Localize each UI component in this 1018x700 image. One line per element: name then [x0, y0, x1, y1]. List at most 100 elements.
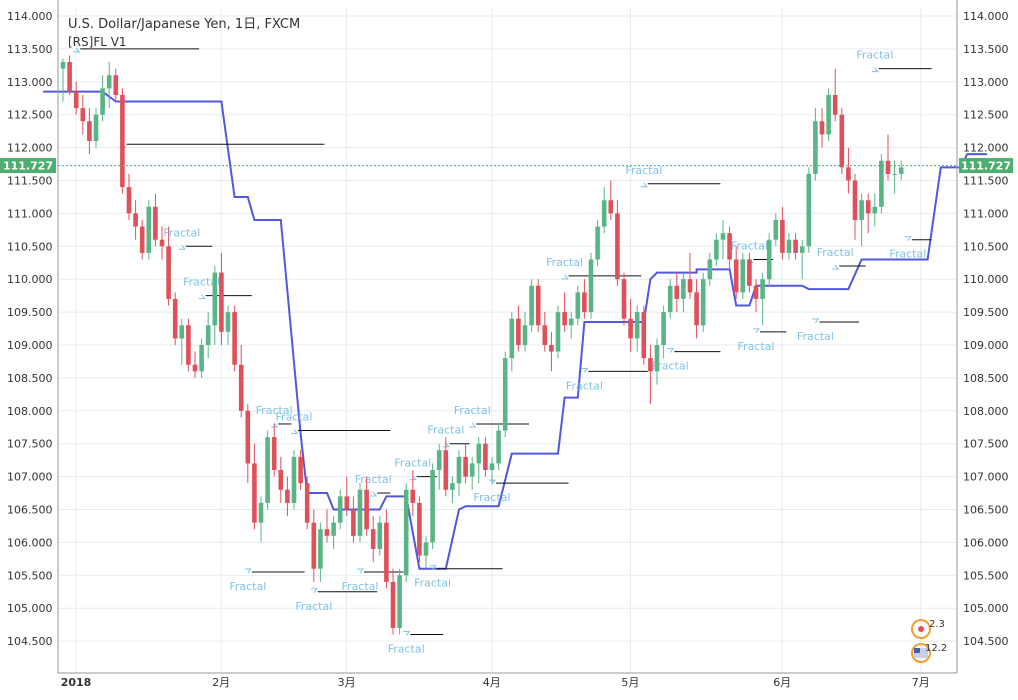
candle-body	[667, 285, 673, 313]
y-tick-label-left: 105.000	[7, 602, 53, 615]
candle-body	[674, 285, 680, 299]
candle-body	[641, 312, 647, 359]
candle-body	[568, 318, 574, 326]
y-tick-label-right: 109.500	[963, 306, 1009, 319]
fractal-arrow-icon	[753, 328, 760, 334]
candle-body	[417, 502, 422, 556]
candle-body	[806, 173, 812, 247]
axes: 114.000 114.000 113.500 113.500 113.000 113.0…	[7, 0, 1009, 689]
candle-body	[839, 114, 845, 168]
candle-body	[73, 91, 79, 109]
indicator-name[interactable]: [RS]FL V1	[68, 35, 127, 49]
candle-body	[733, 259, 739, 293]
candle-body	[60, 62, 66, 69]
candle-body	[780, 219, 785, 253]
candle-body	[252, 463, 257, 523]
candle-body	[575, 292, 581, 319]
candle-body	[265, 437, 270, 503]
candle-body	[146, 206, 152, 253]
candle-body	[166, 246, 171, 299]
y-tick-label-right: 105.000	[963, 602, 1009, 615]
fractal-arrow-icon	[357, 568, 364, 574]
x-tick-label: 3月	[338, 676, 356, 689]
candle-body	[885, 160, 891, 174]
y-tick-label-left: 109.000	[7, 339, 53, 352]
y-tick-label-left: 114.000	[7, 10, 53, 23]
fractal-label: Fractal	[388, 643, 425, 656]
fractal-arrow-icon	[429, 565, 437, 571]
fractal-label: Fractal	[163, 226, 200, 239]
fractal-label: Fractal	[183, 276, 220, 289]
candle-body	[476, 443, 482, 464]
chart-legend[interactable]: U.S. Dollar/Japanese Yen, 1日, FXCM [RS]F…	[68, 17, 300, 49]
candle-body	[238, 364, 244, 411]
candle-body	[661, 312, 666, 345]
y-tick-label-right: 114.000	[963, 10, 1009, 23]
candle-body	[654, 345, 660, 372]
candle-body	[813, 121, 818, 174]
fractal-label: Fractal	[889, 248, 926, 261]
fractal-arrow-icon	[904, 236, 912, 242]
candle-body	[271, 437, 277, 471]
candle-body	[846, 167, 851, 181]
fractal-label: Fractal	[229, 580, 266, 593]
candle-body	[225, 312, 231, 332]
y-tick-label-left: 109.500	[7, 306, 53, 319]
candle-body	[687, 279, 693, 293]
candle-body	[502, 358, 508, 431]
candle-body	[370, 529, 376, 549]
y-tick-label-left: 104.500	[7, 635, 53, 648]
candle-body	[819, 121, 825, 135]
candle-body	[172, 298, 178, 339]
fractal-label: Fractal	[625, 164, 662, 177]
candle-body	[120, 94, 125, 188]
last-price-tag-left	[0, 158, 56, 174]
y-tick-label-right: 108.000	[963, 405, 1009, 418]
candle-body	[826, 94, 831, 135]
fractal-arrow-icon	[469, 422, 477, 428]
candle-body	[318, 529, 323, 569]
fractal-arrow-icon	[442, 442, 450, 448]
corner-badges[interactable]: 2.3 12.2	[911, 619, 947, 663]
candle-body	[232, 312, 237, 365]
candle-body	[588, 259, 594, 313]
candle-body	[628, 318, 633, 339]
candle-body	[786, 239, 792, 253]
y-tick-label-left: 108.500	[7, 372, 53, 385]
fractal-label: Fractal	[856, 49, 893, 62]
fractal-arrow-icon	[832, 264, 840, 270]
candle-body	[648, 358, 653, 372]
alert-ring-icon[interactable]	[911, 619, 931, 639]
candle-body	[634, 312, 640, 339]
candle-body	[67, 62, 72, 92]
candle-body	[747, 259, 752, 286]
candle-body	[113, 75, 119, 95]
candle-body	[859, 200, 864, 220]
candle-body	[357, 489, 363, 536]
candle-body	[100, 88, 105, 115]
candle-body	[410, 489, 416, 503]
y-tick-label-right: 111.500	[963, 175, 1009, 188]
candle-body	[311, 522, 317, 569]
candle-body	[852, 180, 858, 220]
flag-ring-icon[interactable]	[911, 643, 931, 663]
candle-body	[278, 470, 284, 490]
candle-body	[601, 200, 607, 227]
candle-body	[615, 213, 620, 280]
fractal-arrow-icon	[812, 318, 820, 324]
candle-body	[93, 114, 99, 142]
candle-body	[898, 167, 904, 174]
y-tick-label-right: 109.000	[963, 339, 1009, 352]
fl-indicator-line	[43, 90, 987, 570]
candle-body	[463, 456, 468, 477]
candle-body	[245, 410, 251, 464]
y-tick-label-left: 113.000	[7, 76, 53, 89]
fractal-arrow-icon	[73, 47, 81, 53]
y-tick-label-left: 110.000	[7, 273, 53, 286]
badge-count-1: 2.3	[929, 619, 945, 630]
candle-body	[483, 443, 488, 471]
candle-body	[377, 522, 383, 549]
